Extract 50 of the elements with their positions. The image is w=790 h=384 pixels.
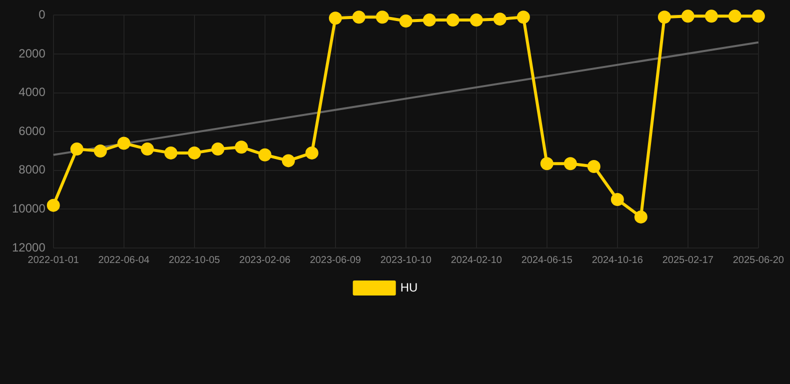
point (234, 140, 248, 154)
y-tick-label: 8000 (18, 162, 46, 177)
point (352, 10, 366, 24)
point (188, 146, 201, 160)
y-tick-label: 6000 (18, 124, 46, 138)
point (282, 154, 295, 168)
point (681, 10, 694, 23)
point (728, 10, 742, 23)
point (399, 14, 412, 28)
x-tick-label: 2022-01-01 (28, 254, 80, 266)
x-tick-label: 2022-10-05 (168, 254, 220, 266)
point (94, 144, 107, 158)
x-tick-label: 2024-02-10 (450, 254, 502, 266)
point (752, 10, 765, 23)
point (634, 210, 648, 224)
point (587, 160, 600, 174)
point (46, 198, 60, 212)
x-tick-label: 2024-06-15 (521, 254, 573, 266)
point (140, 142, 154, 156)
y-tick-label: 10000 (12, 202, 46, 216)
point (376, 10, 389, 24)
point (516, 10, 530, 24)
point (422, 14, 436, 27)
point (610, 193, 624, 206)
x-tick-label: 2022-06-04 (98, 254, 150, 266)
x-tick-label: 2023-10-10 (380, 254, 432, 266)
y-tick-label: 0 (38, 8, 46, 22)
point (446, 14, 460, 27)
x-tick-label: 2025-06-20 (732, 254, 784, 266)
point (258, 148, 272, 162)
x-tick-label: 2023-06-09 (310, 254, 362, 266)
x-tick-label: 2023-02-06 (239, 254, 291, 266)
point (704, 10, 718, 23)
y-tick-label: 4000 (18, 85, 46, 100)
point (540, 157, 554, 170)
point (328, 12, 342, 25)
point (470, 14, 483, 27)
point (493, 12, 506, 26)
point (658, 10, 671, 24)
x-tick-label: 2025-02-17 (662, 254, 714, 266)
y-tick-label: 12000 (12, 240, 46, 254)
point (211, 142, 224, 156)
point (164, 146, 178, 160)
legend-label: HU (400, 280, 418, 294)
y-tick-label: 2000 (18, 46, 46, 60)
point (70, 142, 84, 156)
point (117, 136, 130, 150)
x-tick-label: 2024-10-16 (592, 254, 644, 266)
point (305, 146, 318, 160)
point (564, 157, 577, 170)
